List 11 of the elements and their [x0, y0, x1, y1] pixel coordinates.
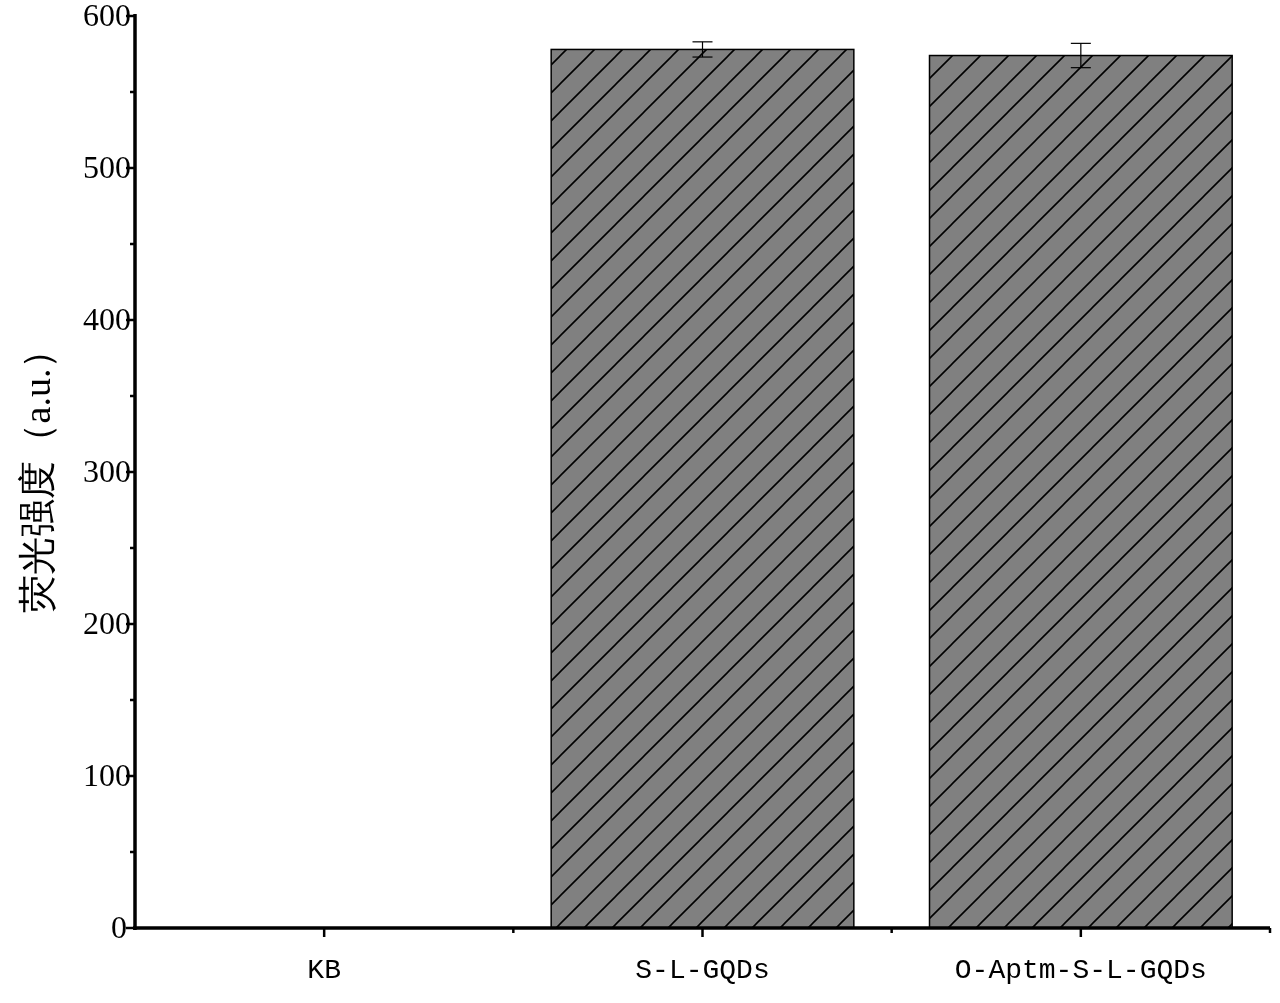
y-axis-title: 荧光强度（a.u.） [16, 330, 58, 614]
x-tick-label: O-Aptm-S-L-GQDs [954, 955, 1207, 986]
y-tick-label: 400 [83, 301, 131, 337]
y-tick-label: 200 [83, 605, 131, 641]
x-tick-label: KB [307, 955, 341, 986]
y-tick-label: 500 [83, 149, 131, 185]
y-tick-label: 600 [83, 0, 131, 33]
y-tick-label: 0 [111, 909, 127, 945]
y-tick-label: 300 [83, 453, 131, 489]
x-tick-label: S-L-GQDs [635, 955, 770, 986]
y-tick-label: 100 [83, 757, 131, 793]
